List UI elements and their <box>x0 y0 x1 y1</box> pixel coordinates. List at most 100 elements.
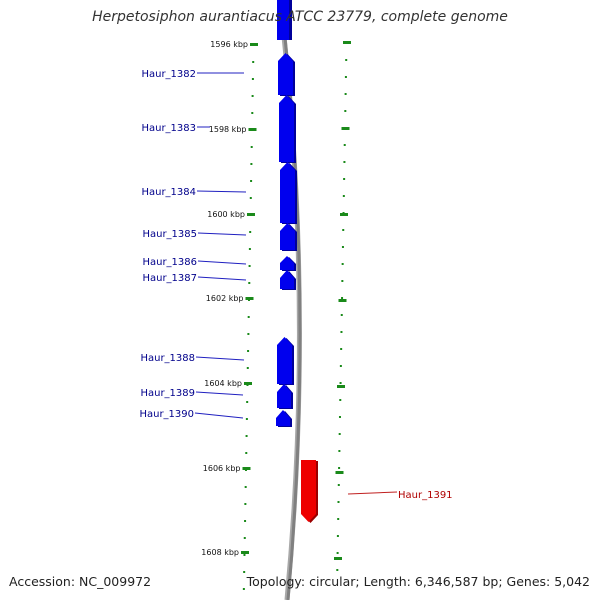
scale-minor-tick <box>251 112 254 114</box>
gene-label[interactable]: Haur_1385 <box>142 229 197 240</box>
gene-haur-1382-forward[interactable] <box>278 53 293 95</box>
scale-minor-tick <box>247 316 250 318</box>
scale-minor-tick <box>337 501 340 503</box>
scale-tick-label: 1598 kbp <box>209 125 247 134</box>
scale-minor-tick <box>341 263 344 265</box>
gene-continuation-top <box>277 0 292 40</box>
page-title: Herpetosiphon aurantiacus ATCC 23779, co… <box>92 9 508 25</box>
scale-major-tick <box>243 382 252 385</box>
gene-haur-1384-forward[interactable] <box>280 162 295 223</box>
gene-label-leader <box>197 232 247 236</box>
gene-label-leader <box>194 412 244 419</box>
scale-minor-tick <box>338 416 341 418</box>
scale-minor-tick <box>243 554 246 556</box>
scale-major-tick <box>340 213 348 216</box>
scale-minor-tick <box>342 229 345 231</box>
gene-label[interactable]: Haur_1386 <box>142 257 197 268</box>
scale-minor-tick <box>338 433 341 435</box>
scale-minor-tick <box>337 484 340 486</box>
scale-major-tick <box>245 297 254 300</box>
gene-haur-1386-forward[interactable] <box>280 256 294 270</box>
scale-tick-label: 1606 kbp <box>203 464 241 473</box>
gene-haur-1391-reverse[interactable] <box>301 460 316 522</box>
scale-major-tick <box>250 43 258 46</box>
scale-major-tick <box>335 471 344 474</box>
accession-text: Accession: NC_009972 <box>9 574 152 589</box>
gene-label[interactable]: Haur_1389 <box>140 388 195 399</box>
scale-minor-tick <box>336 552 339 554</box>
scale-minor-tick <box>337 518 340 520</box>
scale-minor-tick <box>245 435 248 437</box>
gene-label-leader <box>195 391 244 396</box>
scale-minor-tick <box>344 76 347 78</box>
scale-major-tick <box>337 385 345 388</box>
gene-label-leader <box>197 260 247 265</box>
scale-tick-label: 1602 kbp <box>206 294 244 303</box>
scale-minor-tick <box>249 231 252 233</box>
scale-minor-tick <box>345 59 348 61</box>
scale-minor-tick <box>339 382 342 384</box>
scale-minor-tick <box>248 248 251 250</box>
scale-minor-tick <box>247 333 250 335</box>
scale-minor-tick <box>244 520 247 522</box>
scale-minor-tick <box>251 78 254 80</box>
scale-major-tick <box>246 213 255 216</box>
gene-haur-1390-forward[interactable] <box>276 410 290 426</box>
scale-minor-tick <box>340 348 343 350</box>
scale-minor-tick <box>339 365 342 367</box>
gene-haur-1388-forward[interactable] <box>277 337 292 384</box>
scale-minor-tick <box>248 282 251 284</box>
gene-label[interactable]: Haur_1390 <box>139 409 194 420</box>
scale-major-tick <box>338 299 347 302</box>
scale-minor-tick <box>243 571 246 573</box>
scale-minor-tick <box>341 246 344 248</box>
scale-minor-tick <box>336 535 339 537</box>
scale-minor-tick <box>243 537 246 539</box>
gene-label-leader <box>196 190 247 193</box>
scale-minor-tick <box>340 314 343 316</box>
scale-minor-tick <box>250 163 253 165</box>
scale-minor-tick <box>248 265 251 267</box>
scale-minor-tick <box>344 110 347 112</box>
scale-minor-tick <box>251 95 254 97</box>
gene-label[interactable]: Haur_1382 <box>141 69 196 80</box>
scale-minor-tick <box>242 588 245 590</box>
scale-tick-label: 1596 kbp <box>210 40 248 49</box>
gene-haur-1387-forward[interactable] <box>280 270 294 289</box>
scale-major-tick <box>341 127 350 130</box>
scale-minor-tick <box>250 180 253 182</box>
scale-minor-tick <box>344 93 347 95</box>
scale-minor-tick <box>342 195 345 197</box>
scale-minor-tick <box>245 452 248 454</box>
scale-minor-tick <box>339 399 342 401</box>
gene-label[interactable]: Haur_1388 <box>140 353 195 364</box>
gene-label[interactable]: Haur_1391 <box>398 490 453 501</box>
gene-label[interactable]: Haur_1383 <box>141 123 196 134</box>
scale-minor-tick <box>341 297 344 299</box>
scale-major-tick <box>248 128 257 131</box>
gene-label-leader <box>195 356 245 361</box>
scale-minor-tick <box>336 569 339 571</box>
scale-minor-tick <box>343 178 346 180</box>
scale-minor-tick <box>341 280 344 282</box>
gene-label[interactable]: Haur_1387 <box>142 273 197 284</box>
gene-continuation-shadow <box>289 0 292 40</box>
gene-haur-1383-forward[interactable] <box>279 95 294 162</box>
gene-label-leader <box>197 276 247 281</box>
gene-haur-1385-forward[interactable] <box>280 223 295 250</box>
scale-major-tick <box>241 551 249 554</box>
gene-label[interactable]: Haur_1384 <box>141 187 196 198</box>
scale-minor-tick <box>246 401 249 403</box>
scale-minor-tick <box>338 467 341 469</box>
scale-major-tick <box>242 467 251 470</box>
scale-minor-tick <box>245 418 248 420</box>
scale-tick-label: 1600 kbp <box>207 210 245 219</box>
gene-haur-1389-forward[interactable] <box>277 384 291 408</box>
scale-minor-tick <box>244 503 247 505</box>
scale-minor-tick <box>247 350 250 352</box>
scale-minor-tick <box>340 331 343 333</box>
scale-major-tick <box>334 557 342 560</box>
scale-minor-tick <box>249 197 252 199</box>
scale-minor-tick <box>343 161 346 163</box>
